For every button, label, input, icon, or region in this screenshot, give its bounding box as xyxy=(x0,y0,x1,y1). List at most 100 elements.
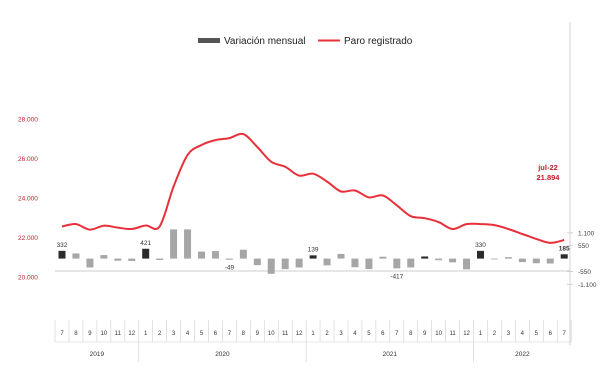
month-label: 10 xyxy=(435,331,442,337)
bar-26 xyxy=(421,256,429,259)
month-label: 1 xyxy=(144,331,148,337)
month-label: 7 xyxy=(228,331,232,337)
annotation-value: 21.894 xyxy=(537,173,561,182)
month-label: 3 xyxy=(172,331,176,337)
right-tick-label: 1.100 xyxy=(578,230,595,237)
month-label: 5 xyxy=(367,331,371,337)
bar-value-label: -49 xyxy=(225,265,235,272)
legend-bar-swatch xyxy=(198,38,220,43)
bar-19 xyxy=(323,258,331,266)
month-label: 9 xyxy=(423,331,427,337)
bar-28 xyxy=(449,258,457,263)
bar-27 xyxy=(435,258,443,261)
bar-16 xyxy=(281,258,289,270)
annotation-date: jul-22 xyxy=(537,163,558,172)
month-label: 3 xyxy=(339,331,343,337)
month-label: 6 xyxy=(381,331,385,337)
left-tick-label: 22.000 xyxy=(18,235,38,242)
right-tick-label: -1.100 xyxy=(578,282,597,289)
month-label: 12 xyxy=(296,331,303,337)
bar-35 xyxy=(546,258,554,264)
month-label: 11 xyxy=(115,331,122,337)
bar-1 xyxy=(72,253,80,259)
month-label: 4 xyxy=(186,331,190,337)
bar-34 xyxy=(532,258,540,264)
bar-7 xyxy=(156,258,164,260)
bar-labels-group: 332 421 -49 139 -417 330 185 xyxy=(57,240,570,281)
bar-value-label: 330 xyxy=(475,242,486,249)
year-label: 2019 xyxy=(90,351,105,358)
bar-2 xyxy=(86,258,94,268)
month-label: 5 xyxy=(535,331,539,337)
month-label: 9 xyxy=(88,331,92,337)
annotation: jul-22 21.894 xyxy=(537,163,561,182)
bar-18 xyxy=(309,255,317,259)
bar-17 xyxy=(295,258,303,268)
left-tick-label: 24.000 xyxy=(18,195,38,202)
month-axis: 7 8 9 10 11 12 1 2 3 4 5 6 7 8 9 10 11 12 1 2 3 4 5 6 7 8 9 10 11 12 1… xyxy=(54,320,572,362)
left-tick-label: 26.000 xyxy=(18,156,38,163)
month-label: 12 xyxy=(128,331,135,337)
month-label: 6 xyxy=(549,331,553,337)
bar-23 xyxy=(379,256,387,259)
month-label: 12 xyxy=(463,331,470,337)
bar-32 xyxy=(504,257,512,259)
month-label: 7 xyxy=(395,331,399,337)
bar-25 xyxy=(407,258,415,268)
paro-registrado-line xyxy=(61,132,565,244)
bar-0 xyxy=(58,250,66,259)
bar-value-label: 421 xyxy=(140,240,151,247)
left-axis-ticks: 20.000 22.000 24.000 26.000 28.000 xyxy=(18,116,38,281)
bar-22 xyxy=(365,258,373,270)
year-label: 2022 xyxy=(515,351,530,358)
year-label: 2020 xyxy=(215,351,230,358)
bar-36 xyxy=(560,254,568,259)
month-label: 10 xyxy=(268,331,275,337)
legend-line-label: Paro registrado xyxy=(344,36,413,47)
bar-33 xyxy=(518,258,526,263)
bar-14 xyxy=(253,258,261,266)
month-label: 11 xyxy=(449,331,456,337)
bar-9 xyxy=(184,229,192,259)
left-tick-label: 20.000 xyxy=(18,274,38,281)
month-label: 10 xyxy=(101,331,108,337)
month-label: 1 xyxy=(311,331,315,337)
month-label: 2 xyxy=(325,331,329,337)
right-tick-label: -550 xyxy=(578,269,591,276)
right-tick-label: 550 xyxy=(578,243,589,250)
bar-24 xyxy=(393,258,401,269)
bar-8 xyxy=(170,229,178,259)
bar-5 xyxy=(128,258,136,261)
month-label: 5 xyxy=(200,331,204,337)
month-label: 2 xyxy=(493,331,497,337)
month-label: 8 xyxy=(242,331,246,337)
bar-3 xyxy=(100,255,108,259)
left-tick-label: 28.000 xyxy=(18,116,38,123)
month-label: 8 xyxy=(74,331,78,337)
bar-4 xyxy=(114,258,122,261)
bar-15 xyxy=(267,258,275,274)
bar-value-label: 332 xyxy=(57,242,68,249)
bar-11 xyxy=(211,251,219,259)
bar-6 xyxy=(142,248,150,259)
legend: Variación mensual Paro registrado xyxy=(198,36,413,47)
bar-13 xyxy=(239,249,247,259)
month-label: 6 xyxy=(214,331,218,337)
bar-12 xyxy=(225,258,233,260)
month-label: 9 xyxy=(256,331,260,337)
bar-21 xyxy=(351,258,359,268)
bar-31 xyxy=(490,258,498,260)
legend-bar-label: Variación mensual xyxy=(224,36,306,47)
bar-29 xyxy=(463,258,471,270)
month-label: 4 xyxy=(353,331,357,337)
bars-group xyxy=(58,229,568,274)
bar-value-label: -417 xyxy=(390,273,403,280)
month-label: 8 xyxy=(409,331,413,337)
bar-10 xyxy=(198,251,205,259)
year-label: 2021 xyxy=(383,351,398,358)
month-label: 7 xyxy=(60,331,64,337)
bar-value-label: 139 xyxy=(308,246,319,253)
month-label: 2 xyxy=(158,331,162,337)
month-label: 3 xyxy=(507,331,511,337)
